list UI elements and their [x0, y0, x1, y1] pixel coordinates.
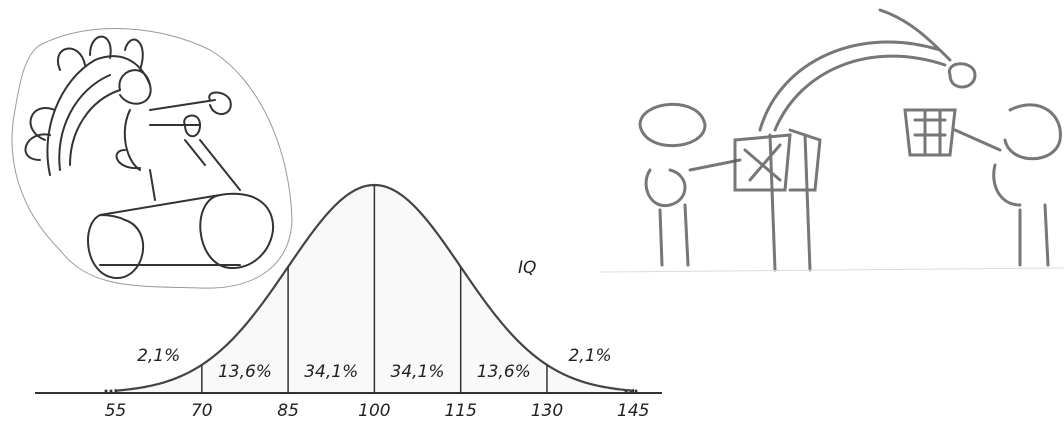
x-tick-label: 100 — [358, 401, 390, 421]
segment-label: 34,1% — [391, 362, 445, 382]
x-tick-label: 130 — [531, 401, 563, 421]
x-tick-label: 145 — [617, 401, 649, 421]
segment-label: 13,6% — [477, 362, 531, 382]
segment-label: 13,6% — [218, 362, 272, 382]
x-tick-label: 55 — [105, 401, 127, 421]
page: IQ 2,1% 13,6% 34,1% 34,1% 13,6% 2,1% 55 70 85 100… — [0, 0, 1064, 423]
x-tick-label: 115 — [444, 401, 476, 421]
x-tick-label: 70 — [191, 401, 213, 421]
segment-label: 2,1% — [137, 346, 180, 366]
x-tick-label: 85 — [277, 401, 299, 421]
curve-label: IQ — [518, 258, 536, 278]
segment-label: 2,1% — [568, 346, 611, 366]
segment-label: 34,1% — [304, 362, 358, 382]
